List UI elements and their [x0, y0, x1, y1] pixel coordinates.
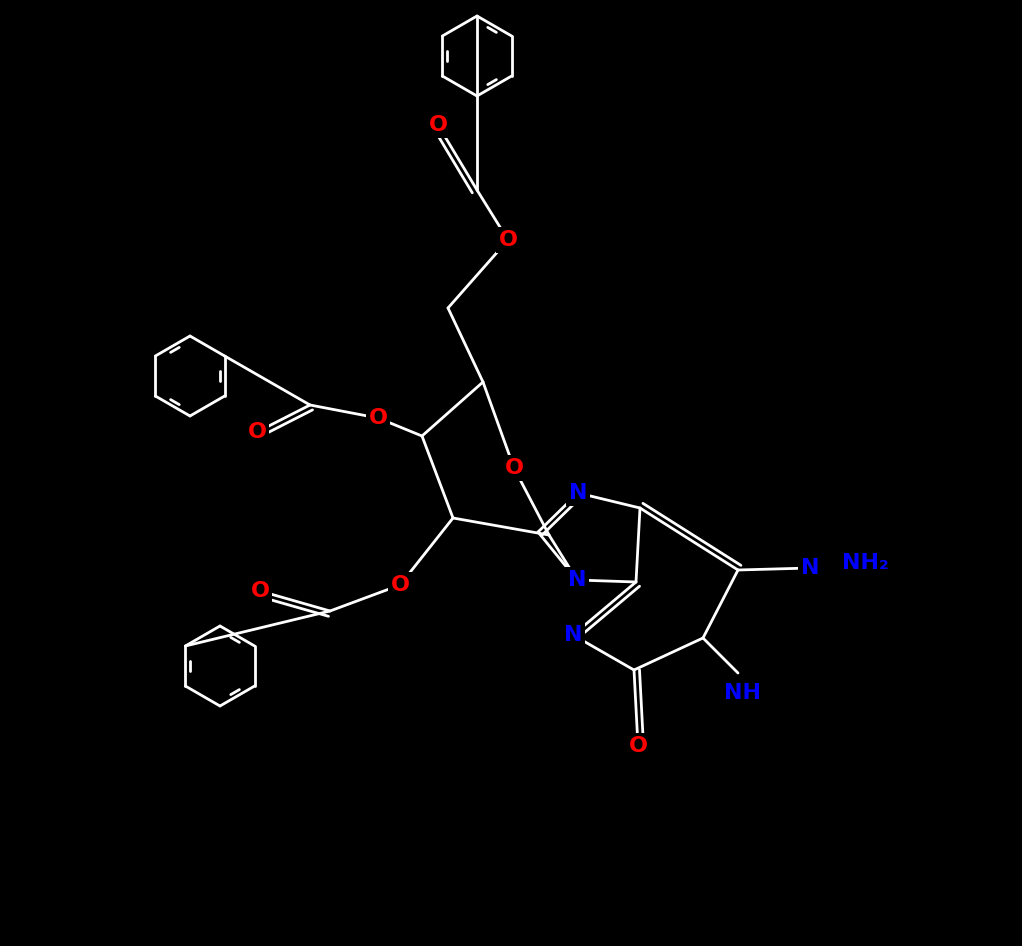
- Text: N: N: [564, 625, 583, 645]
- Text: N: N: [569, 483, 588, 503]
- Text: O: O: [505, 458, 523, 478]
- Text: O: O: [629, 736, 648, 756]
- Text: NH₂: NH₂: [842, 553, 888, 573]
- Text: O: O: [390, 575, 410, 595]
- Text: N: N: [568, 570, 587, 590]
- Text: O: O: [499, 230, 517, 250]
- Text: O: O: [428, 115, 448, 135]
- Text: O: O: [369, 408, 387, 428]
- Text: N: N: [801, 558, 820, 578]
- Text: O: O: [250, 581, 270, 601]
- Text: NH: NH: [725, 683, 761, 703]
- Text: O: O: [247, 422, 267, 442]
